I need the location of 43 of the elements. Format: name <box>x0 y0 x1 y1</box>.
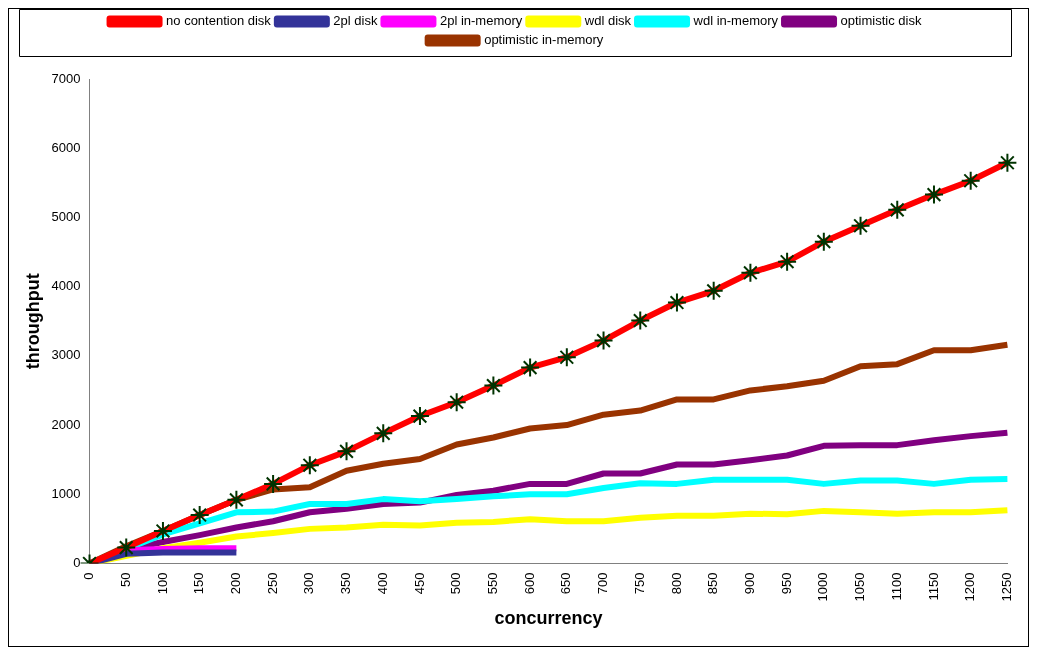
x-tick-label: 150 <box>191 572 207 595</box>
legend-label: 2pl in-memory <box>439 13 523 29</box>
y-tick-label: 2000 <box>51 416 81 432</box>
x-tick-label: 500 <box>448 572 464 595</box>
legend-label: optimistic disk <box>840 13 922 29</box>
x-tick-label: 200 <box>227 572 243 595</box>
x-tick-label: 1100 <box>888 572 904 601</box>
x-tick-label: 250 <box>264 572 280 595</box>
x-tick-label: 700 <box>595 572 611 595</box>
legend-label: wdl disk <box>583 13 632 29</box>
y-tick-label: 0 <box>73 555 81 571</box>
x-tick-label: 1200 <box>962 572 978 602</box>
x-tick-label: 1050 <box>852 572 868 602</box>
y-tick-label: 4000 <box>51 278 81 294</box>
y-axis-title: throughput <box>22 273 43 370</box>
y-tick-label: 6000 <box>51 139 81 155</box>
x-tick-label: 100 <box>154 572 170 595</box>
y-tick-label: 5000 <box>51 209 81 224</box>
y-tick-label: 3000 <box>51 347 81 363</box>
x-tick-label: 900 <box>741 572 757 595</box>
x-tick-label: 50 <box>117 572 133 587</box>
legend-label: wdl in-memory <box>692 13 779 29</box>
x-tick-label: 650 <box>558 572 574 595</box>
y-tick-label: 7000 <box>51 70 81 86</box>
x-tick-label: 850 <box>705 572 721 595</box>
x-tick-label: 950 <box>778 572 794 595</box>
x-tick-label: 1000 <box>815 572 831 602</box>
x-tick-label: 600 <box>521 572 537 595</box>
legend-label: optimistic in-memory <box>484 32 604 48</box>
x-tick-label: 1150 <box>925 572 941 601</box>
x-tick-label: 0 <box>81 572 97 580</box>
legend-label: no contention disk <box>166 13 272 29</box>
x-tick-label: 750 <box>631 572 647 595</box>
x-tick-label: 800 <box>668 572 684 595</box>
legend-label: 2pl disk <box>333 13 378 29</box>
x-tick-label: 1250 <box>998 572 1014 602</box>
x-tick-label: 450 <box>411 572 427 595</box>
x-tick-label: 400 <box>374 572 390 595</box>
x-tick-label: 550 <box>484 572 500 595</box>
y-tick-label: 1000 <box>51 485 81 501</box>
x-axis-title: concurrency <box>494 608 603 629</box>
x-tick-label: 300 <box>301 572 317 595</box>
x-tick-label: 350 <box>338 572 354 595</box>
